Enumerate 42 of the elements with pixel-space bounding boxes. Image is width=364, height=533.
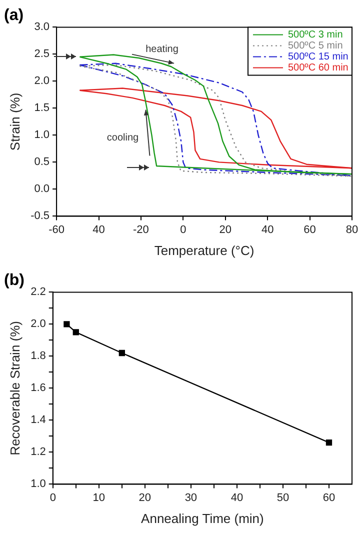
y-tick-label: -0.5 [30, 210, 50, 222]
y-tick-label: 1.6 [30, 382, 46, 394]
y-tick-label: 1.8 [30, 350, 46, 362]
x-tick-label: 10 [92, 492, 106, 504]
legend-label: 500ºC 60 min [288, 62, 348, 74]
legend-label: 500ºC 15 min [288, 51, 348, 62]
y-tick-label: 1.2 [30, 446, 46, 458]
annotation: cooling [106, 132, 139, 144]
y-axis-title: Recoverable Strain (%) [7, 321, 22, 456]
x-tick-label: 60 [304, 224, 316, 236]
y-tick-label: 2.2 [30, 286, 46, 298]
x-axis-title: Annealing Time (min) [141, 510, 264, 526]
y-tick-label: 1.0 [30, 478, 46, 490]
chart-title: (b) [4, 272, 24, 290]
x-tick-label: 30 [184, 492, 198, 504]
x-tick-label: 40 [92, 224, 105, 236]
y-tick-label: 0.0 [34, 183, 50, 196]
y-tick-label: 3.0 [34, 21, 50, 34]
y-tick-label: 1.5 [34, 102, 50, 114]
x-tick-label: 0 [50, 492, 56, 504]
x-tick-label: 40 [230, 492, 244, 504]
legend-label: 500ºC 5 min [288, 40, 343, 52]
x-tick-label: 80 [346, 224, 358, 236]
chart-title: (a) [4, 7, 24, 24]
y-tick-label: 1.0 [34, 129, 50, 142]
x-tick-label: 40 [261, 224, 274, 236]
x-tick-label: -20 [133, 224, 149, 236]
x-tick-label: 20 [138, 492, 152, 504]
y-tick-label: 0.5 [34, 156, 50, 168]
x-tick-label: 0 [180, 224, 186, 236]
y-tick-label: 2.0 [30, 318, 46, 330]
y-axis-title: Strain (%) [7, 92, 22, 151]
y-tick-label: 2.0 [34, 75, 50, 88]
legend-label: 500ºC 3 min [288, 29, 343, 40]
x-tick-label: 50 [276, 492, 290, 504]
y-tick-label: 1.4 [30, 414, 46, 426]
x-axis-title: Temperature (°C) [154, 242, 254, 258]
y-tick-label: 2.5 [34, 48, 50, 60]
x-tick-label: 20 [219, 224, 232, 236]
annotation: heating [146, 44, 178, 56]
x-tick-label: -60 [48, 224, 65, 236]
x-tick-label: 60 [322, 492, 336, 504]
